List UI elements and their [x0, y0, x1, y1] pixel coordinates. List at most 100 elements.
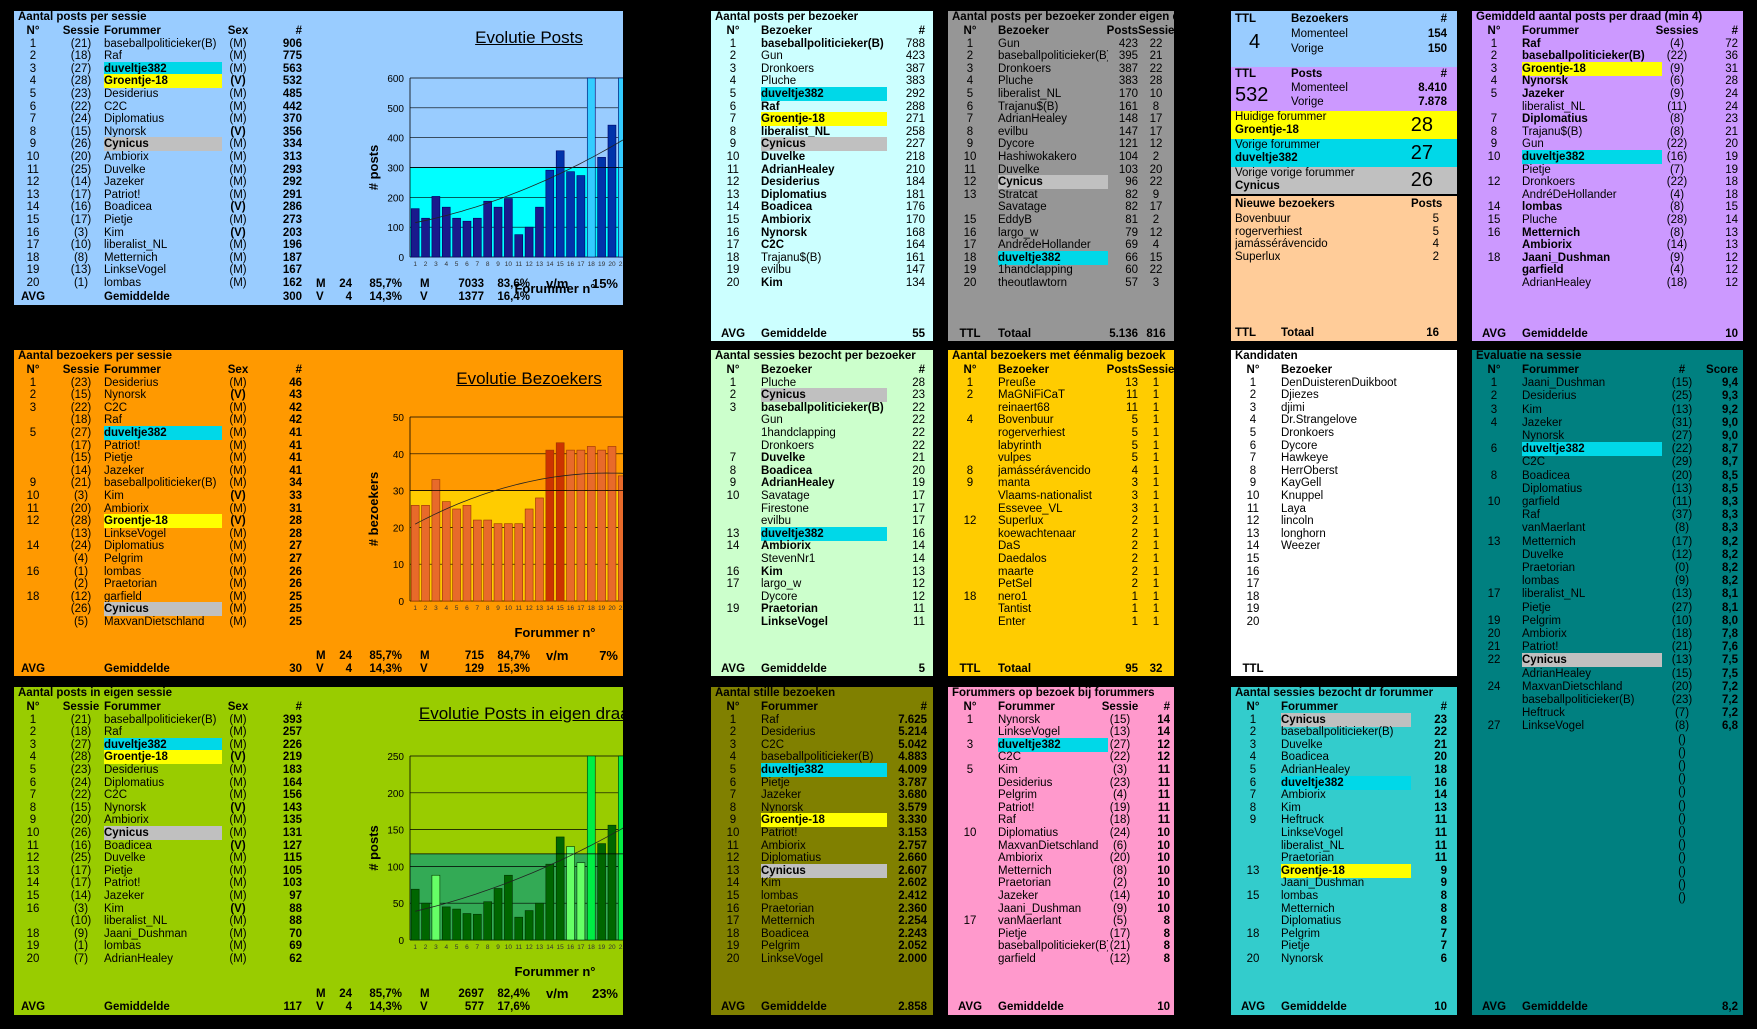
bar — [431, 479, 441, 602]
table-row: Metternich 8 — [1231, 902, 1457, 916]
bezoekers-header: Bezoekers — [1291, 13, 1349, 25]
table-cell: Dronkoers — [998, 62, 1052, 75]
bar — [441, 906, 451, 941]
table-cell: Gun — [1522, 138, 1544, 151]
bar — [545, 449, 555, 602]
table-cell: (13) — [1671, 588, 1693, 601]
avg-cell: AVG — [20, 291, 46, 303]
table-cell: 21 — [1149, 50, 1163, 63]
table-cell: 4 — [966, 75, 974, 88]
x-tick-label: 5 — [455, 605, 459, 612]
bar — [524, 910, 534, 941]
vorige-label-2: Vorige — [1291, 96, 1324, 108]
table-cell: Diplomatius — [761, 852, 822, 865]
panel-title: Kandidaten — [1235, 350, 1298, 362]
table-row: 18 duveltje382 66 15 — [948, 250, 1174, 265]
table-row: 2 MaGNiFiCaT 11 1 — [948, 388, 1174, 402]
x-tick-label: 11 — [515, 944, 522, 951]
table-cell: Dronkoers — [1281, 427, 1335, 439]
avg-cell: Gemiddelde — [761, 328, 827, 340]
table-cell: Pietje — [761, 776, 790, 789]
stats-cell: 23% — [591, 987, 618, 1001]
avg-cell: AVG — [20, 663, 46, 675]
table-cell: Ambiorix — [761, 540, 811, 553]
table-cell: (10) — [1671, 614, 1693, 627]
table-cell: duveltje382 — [761, 763, 887, 777]
table-cell: 1handclapping — [998, 264, 1073, 277]
table-cell: 69 — [1125, 239, 1138, 252]
table-row: 8 jamássérávencido 4 1 — [948, 464, 1174, 478]
table-cell: 13 — [726, 864, 740, 877]
table-cell: 24 — [1487, 680, 1501, 693]
table-cell: Kim — [761, 277, 783, 289]
stats-cell: 24 — [339, 650, 352, 662]
bar — [597, 449, 606, 602]
table-header: N° Sessie Forummer Sex # — [14, 363, 623, 377]
table-cell: 15 — [963, 214, 977, 226]
table-cell: 20 — [1246, 953, 1260, 965]
table-cell: (M) — [229, 138, 247, 151]
table-row: 1handclapping 22 — [711, 426, 933, 440]
table-cell: () — [1678, 892, 1686, 904]
x-tick-label: 13 — [536, 944, 544, 951]
header-cell: Posts — [1106, 25, 1138, 37]
table-cell: (M) — [229, 578, 247, 591]
table-cell: (0) — [1674, 562, 1690, 574]
table-cell: 11 — [1434, 814, 1447, 827]
table-cell: 60 — [1125, 264, 1138, 277]
table-cell: (20) — [70, 502, 92, 515]
table-cell: 4 — [1152, 239, 1160, 252]
table-cell: (9) — [1669, 62, 1685, 75]
table-row: AndréDeHollander (4) 18 — [1472, 188, 1743, 202]
table-cell: 3 — [729, 401, 737, 414]
table-cell: 4 — [29, 751, 37, 764]
momenteel-label: Momenteel — [1291, 28, 1348, 40]
x-tick-label: 8 — [486, 261, 490, 268]
table-cell: 6,8 — [1722, 720, 1738, 733]
table-row: 15 Pluche (28) 14 — [1472, 213, 1743, 227]
table-cell: 3 — [1249, 738, 1257, 751]
x-tick-label: 7 — [476, 605, 480, 612]
momenteel-label-2: Momenteel — [1291, 82, 1348, 94]
table-cell: 20 — [1246, 616, 1260, 628]
table-cell: (9) — [1669, 88, 1685, 100]
panel-gemiddeld-posts-per-draad: Gemiddeld aantal posts per draad (min 4)… — [1472, 11, 1743, 341]
table-row: () — [1472, 838, 1743, 852]
table-row: 9 Gun (22) 20 — [1472, 137, 1743, 151]
avg-cell: AVG — [957, 1001, 983, 1013]
table-cell: Boadicea — [761, 464, 813, 477]
y-tick-label: 200 — [387, 789, 404, 800]
table-cell: Patriot! — [104, 877, 141, 890]
table-cell: 395 — [1118, 50, 1138, 63]
table-row: 19 Praetorian 11 — [711, 602, 933, 616]
x-tick-label: 12 — [525, 261, 533, 268]
table-cell: Patriot! — [761, 827, 798, 839]
y-axis-label: # posts — [366, 145, 381, 191]
table-cell: C2C — [998, 751, 1022, 764]
table-cell: 8,2 — [1722, 535, 1738, 548]
table-row: 7 Hawkeye — [1231, 451, 1457, 465]
table-cell: reinaert68 — [998, 401, 1050, 414]
table-cell: 8 — [1163, 940, 1170, 953]
table-row: 1 Gun 423 22 — [948, 37, 1174, 51]
table-cell: (M) — [229, 565, 247, 578]
table-row: vanMaerlant (8) 8,3 — [1472, 521, 1743, 535]
table-cell: (3) — [73, 490, 89, 502]
table-cell: duveltje382 — [1281, 775, 1411, 790]
table-cell: 7 — [1249, 789, 1257, 802]
table-row: 2 baseballpoliticieker(B) (22) 36 — [1472, 49, 1743, 63]
table-cell: (3) — [1112, 764, 1128, 776]
table-row: 19 Pelgrim 2.052 — [711, 939, 933, 953]
table-cell: 3 — [29, 401, 37, 414]
table-row: () — [1472, 878, 1743, 892]
x-tick-label: 6 — [465, 605, 469, 612]
stats-cell: 24 — [339, 988, 352, 1000]
avg-cell: 300 — [282, 291, 302, 303]
table-cell: 12 — [1157, 751, 1170, 764]
table-cell: (M) — [229, 603, 247, 616]
table-cell: Raf — [104, 414, 122, 427]
avg-row: AVG Gemiddelde 2.858 — [711, 1000, 933, 1014]
table-cell: 3.579 — [898, 801, 927, 814]
table-cell: 11 — [1126, 401, 1138, 414]
table-cell: 291 — [282, 188, 302, 201]
